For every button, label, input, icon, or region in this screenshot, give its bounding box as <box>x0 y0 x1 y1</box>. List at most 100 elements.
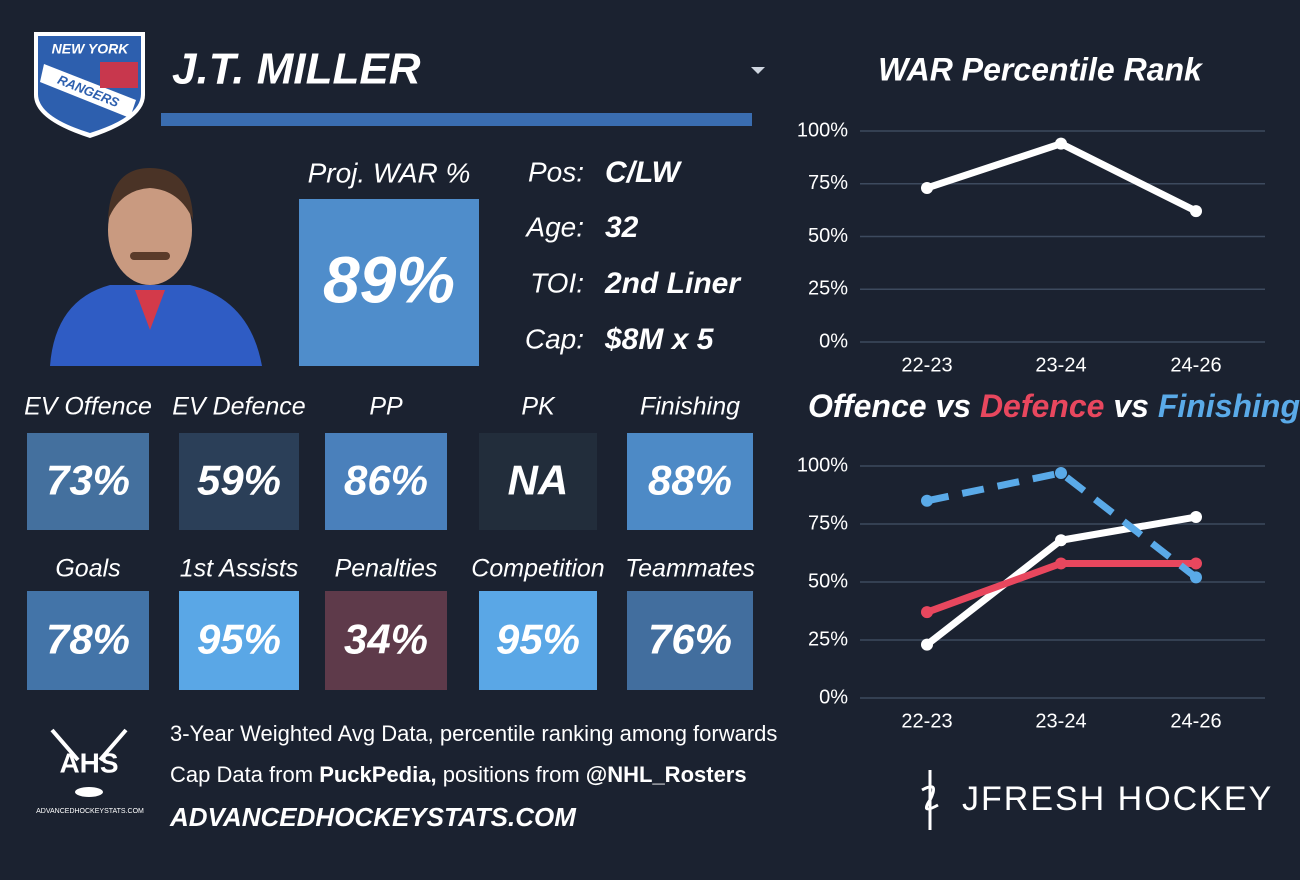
y-tick-label: 25% <box>808 628 848 650</box>
tile-value: 88% <box>648 457 732 504</box>
player-photo <box>50 168 262 366</box>
tile <box>27 433 149 530</box>
tile-label: PP <box>369 393 403 421</box>
bio-value: C/LW <box>605 156 683 189</box>
ahs-text: AHS <box>59 747 118 778</box>
chart-title: Offence vs Defence vs Finishing <box>808 388 1300 424</box>
tile <box>325 433 447 530</box>
tile-label: PK <box>521 393 556 421</box>
credit-source: PuckPedia, <box>319 762 436 787</box>
tile-label: Finishing <box>640 393 740 421</box>
brand-mark <box>921 770 939 830</box>
data-point <box>1055 466 1067 479</box>
ahs-url: ADVANCEDHOCKEYSTATS.COM <box>36 808 144 815</box>
ahs-sticks <box>50 728 128 762</box>
y-tick-label: 50% <box>808 225 848 247</box>
data-point <box>921 606 933 619</box>
tile-label: Goals <box>55 555 120 583</box>
x-tick-label: 22-23 <box>901 710 952 732</box>
dropdown-arrow[interactable] <box>751 67 765 74</box>
legend-entry: Defence <box>980 388 1105 424</box>
footer-note: 3-Year Weighted Avg Data, percentile ran… <box>170 721 777 746</box>
brand-text: JFRESH HOCKEY <box>962 780 1273 818</box>
name-underline <box>161 113 752 126</box>
photo-collar <box>135 290 165 330</box>
x-tick-label: 23-24 <box>1035 710 1086 732</box>
x-tick-label: 23-24 <box>1035 354 1086 376</box>
y-tick-label: 75% <box>808 512 848 534</box>
photo-hair <box>108 168 193 220</box>
data-point <box>921 638 933 651</box>
tile-value: 95% <box>496 616 580 663</box>
bio-value: $8M x 5 <box>604 323 715 356</box>
x-tick-label: 24-26 <box>1170 354 1221 376</box>
legend-entry: Finishing <box>1158 388 1300 424</box>
y-tick-label: 75% <box>808 172 848 194</box>
bio-label: Pos: <box>528 156 584 187</box>
tile-label: EV Defence <box>172 393 305 421</box>
bio-value: 32 <box>605 211 639 244</box>
legend-entry: Offence <box>808 388 927 424</box>
y-tick-label: 0% <box>819 330 848 352</box>
projection-box <box>299 199 479 366</box>
data-point <box>921 181 933 194</box>
ahs-puck <box>75 787 103 797</box>
tile-label: Penalties <box>335 555 438 583</box>
tile-value: 59% <box>197 457 281 504</box>
tile <box>179 433 299 530</box>
tile-label: Teammates <box>625 555 755 583</box>
credit-handle: @NHL_Rosters <box>586 762 747 787</box>
tile-label: 1st Assists <box>180 555 299 583</box>
tile-value: 86% <box>344 457 428 504</box>
chart-title: WAR Percentile Rank <box>878 51 1204 87</box>
data-point <box>921 494 933 507</box>
tile <box>325 591 447 690</box>
data-point <box>1190 205 1202 218</box>
tile-value: 76% <box>648 616 732 663</box>
data-point <box>1190 571 1202 584</box>
y-tick-label: 0% <box>819 686 848 708</box>
tile <box>627 433 753 530</box>
bio-label: TOI: <box>530 267 584 298</box>
logo-stripes <box>100 62 138 88</box>
tile <box>479 591 597 690</box>
tile-value: NA <box>508 457 569 504</box>
title-joiner: vs <box>1113 388 1149 424</box>
data-point <box>1055 137 1067 150</box>
tile-value: 95% <box>197 616 281 663</box>
brand-logo: JFRESH HOCKEY <box>921 770 1273 830</box>
y-tick-label: 25% <box>808 278 848 300</box>
tile <box>479 433 597 530</box>
photo-jersey <box>50 285 262 366</box>
bio-value: 2nd Liner <box>604 267 742 300</box>
projection-value: 89% <box>323 242 455 316</box>
credit-prefix: Cap Data from <box>170 762 313 787</box>
tile-value: 73% <box>46 457 130 504</box>
data-point <box>1190 557 1202 570</box>
data-line <box>926 469 1199 581</box>
tile <box>627 591 753 690</box>
bio-label: Cap: <box>525 323 584 354</box>
data-point <box>1055 557 1067 570</box>
tile-label: Competition <box>471 555 604 583</box>
tile-value: 78% <box>46 616 130 663</box>
projection-label: Proj. WAR % <box>308 157 471 188</box>
tile-label: EV Offence <box>24 393 152 421</box>
x-tick-label: 22-23 <box>901 354 952 376</box>
logo-band <box>40 64 136 118</box>
data-point <box>1190 511 1202 524</box>
photo-head <box>108 175 192 285</box>
y-tick-label: 100% <box>797 454 848 476</box>
tile <box>27 591 149 690</box>
title-joiner: vs <box>935 388 971 424</box>
logo-top-text: NEW YORK <box>52 41 130 57</box>
photo-mustache <box>130 252 170 260</box>
x-tick-label: 24-26 <box>1170 710 1221 732</box>
y-tick-label: 50% <box>808 570 848 592</box>
credit-middle: positions from <box>443 762 580 787</box>
data-point <box>1055 534 1067 547</box>
main: Proj. WAR % 89% Pos: C/LW Age: 32 TOI: 2nd Line… <box>24 156 755 690</box>
y-tick-label: 100% <box>797 119 848 141</box>
bio-label: Age: <box>524 211 584 242</box>
